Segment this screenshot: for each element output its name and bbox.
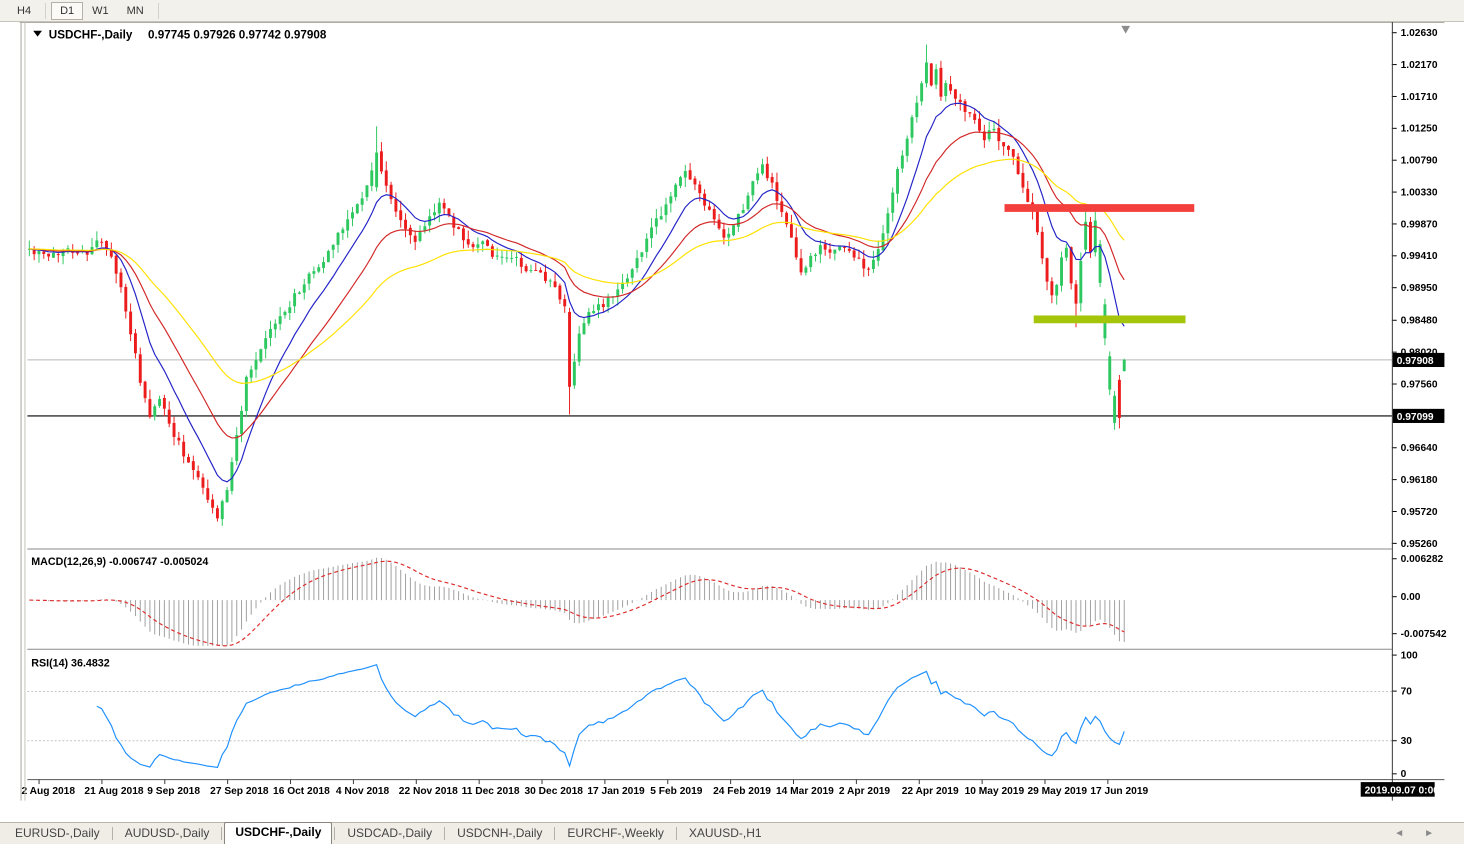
tab-separator xyxy=(221,827,223,840)
price-tick-label: 0.97560 xyxy=(1401,379,1438,390)
svg-text:2019.09.07 0:00: 2019.09.07 0:00 xyxy=(1365,785,1440,796)
price-tick-label: 0.98480 xyxy=(1401,316,1438,327)
rsi-line xyxy=(96,664,1125,769)
tabs-scroll-left-icon[interactable]: ◄ xyxy=(1394,828,1405,839)
date-tick-label: 17 Jun 2019 xyxy=(1090,786,1148,797)
rsi-axis-label: 70 xyxy=(1401,687,1413,698)
date-tick-label: 16 Oct 2018 xyxy=(273,786,330,797)
tab-audusd-daily[interactable]: AUDUSD-,Daily xyxy=(124,826,210,840)
timeframe-button-h4[interactable]: H4 xyxy=(8,2,40,20)
chart-title-ohlc: 0.97745 0.97926 0.97742 0.97908 xyxy=(148,29,327,42)
symbol-dropdown-icon[interactable] xyxy=(33,30,42,37)
date-tick-label: 9 Sep 2018 xyxy=(147,786,200,797)
price-tick-label: 0.98950 xyxy=(1401,283,1438,294)
rsi-label: RSI(14) 36.4832 xyxy=(31,657,109,669)
moving-average-lines xyxy=(29,102,1125,483)
horizontal-levels xyxy=(27,359,1392,417)
price-tick-label: 1.01250 xyxy=(1401,124,1438,135)
price-tick-label: 0.95260 xyxy=(1401,539,1438,550)
tab-separator xyxy=(111,827,113,840)
timeframe-toolbar: H4 D1 W1 MN xyxy=(0,0,1464,22)
tab-xauusd-h1[interactable]: XAUUSD-,H1 xyxy=(688,826,762,840)
macd-indicator xyxy=(29,557,1125,647)
price-tick-label: 1.02170 xyxy=(1401,60,1438,71)
svg-text:0.97908: 0.97908 xyxy=(1397,356,1434,367)
rsi-axis-label: 0 xyxy=(1401,769,1407,780)
tab-separator xyxy=(675,827,677,840)
tab-separator xyxy=(554,827,556,840)
date-tick-label: 27 Sep 2018 xyxy=(210,786,269,797)
price-tick-label: 1.01710 xyxy=(1401,92,1438,103)
price-tick-label: 1.00330 xyxy=(1401,187,1438,198)
date-tick-label: 11 Dec 2018 xyxy=(462,786,520,797)
chart-shift-marker-icon[interactable] xyxy=(1121,25,1131,34)
last-bar-date-badge: 2019.09.07 0:00 xyxy=(1360,782,1440,797)
macd-axis-label: -0.007542 xyxy=(1401,629,1447,640)
axes: 1.02630 1.02170 1.01710 1.01250 1.00790 1.003… xyxy=(22,28,1447,797)
macd-signal-line xyxy=(29,560,1125,647)
tab-usdcad-daily[interactable]: USDCAD-,Daily xyxy=(347,826,433,840)
support-resistance-bands[interactable] xyxy=(1004,204,1195,324)
chart-tabs-bar: EURUSD-,Daily AUDUSD-,Daily USDCHF-,Daily U… xyxy=(0,822,1464,844)
timeframe-button-w1[interactable]: W1 xyxy=(83,2,118,20)
date-tick-label: 14 Mar 2019 xyxy=(776,786,834,797)
price-tick-label: 0.96640 xyxy=(1401,443,1438,454)
tab-eurusd-daily[interactable]: EURUSD-,Daily xyxy=(15,826,100,840)
timeframe-button-mn[interactable]: MN xyxy=(118,2,153,20)
price-tick-label: 1.00790 xyxy=(1401,156,1438,167)
price-tick-label: 0.99410 xyxy=(1401,251,1438,262)
fast-ma-line xyxy=(29,102,1125,483)
date-tick-label: 2 Apr 2019 xyxy=(839,786,891,797)
date-tick-label: 17 Jan 2019 xyxy=(587,786,645,797)
date-tick-label: 5 Feb 2019 xyxy=(650,786,703,797)
price-tick-label: 0.96180 xyxy=(1401,475,1438,486)
macd-axis-label: 0.00 xyxy=(1401,592,1421,603)
date-tick-label: 2 Aug 2018 xyxy=(22,786,76,797)
date-tick-label: 30 Dec 2018 xyxy=(525,786,584,797)
toolbar-separator xyxy=(157,2,159,19)
tab-usdcnh-daily[interactable]: USDCNH-,Daily xyxy=(457,826,543,840)
current-price-badge: 0.97908 xyxy=(1392,352,1445,367)
macd-axis-label: 0.006282 xyxy=(1401,554,1444,565)
date-tick-label: 21 Aug 2018 xyxy=(84,786,143,797)
macd-label: MACD(12,26,9) -0.006747 -0.005024 xyxy=(31,556,208,568)
timeframe-button-d1[interactable]: D1 xyxy=(51,1,84,20)
tab-eurchf-weekly[interactable]: EURCHF-,Weekly xyxy=(567,826,664,840)
price-tick-label: 0.99870 xyxy=(1401,219,1438,230)
price-tick-label: 1.02630 xyxy=(1401,28,1438,39)
chart-background xyxy=(19,22,1445,801)
tab-usdchf-daily[interactable]: USDCHF-,Daily xyxy=(224,822,333,844)
tab-separator xyxy=(444,827,446,840)
level-price-badge: 0.97099 xyxy=(1392,408,1445,423)
date-tick-label: 29 May 2019 xyxy=(1027,786,1087,797)
resistance-band[interactable] xyxy=(1004,204,1195,212)
rsi-axis-label: 100 xyxy=(1401,650,1418,661)
date-tick-label: 22 Apr 2019 xyxy=(902,786,959,797)
tabs-scroll-right-icon[interactable]: ► xyxy=(1424,828,1434,839)
date-tick-label: 10 May 2019 xyxy=(965,786,1025,797)
price-tick-label: 0.95720 xyxy=(1401,507,1438,518)
slow-ma-line xyxy=(29,158,1125,384)
date-tick-label: 22 Nov 2018 xyxy=(399,786,458,797)
chart-area[interactable]: 1.02630 1.02170 1.01710 1.01250 1.00790 1.003… xyxy=(0,22,1464,822)
svg-text:0.97099: 0.97099 xyxy=(1397,412,1434,423)
date-tick-label: 24 Feb 2019 xyxy=(713,786,771,797)
rsi-indicator xyxy=(27,664,1392,769)
date-tick-label: 4 Nov 2018 xyxy=(336,786,390,797)
tab-separator xyxy=(334,827,336,840)
chart-title-symbol: USDCHF-,Daily xyxy=(49,29,133,42)
toolbar-separator xyxy=(45,2,47,19)
mid-ma-line xyxy=(29,131,1125,439)
support-band[interactable] xyxy=(1033,315,1186,324)
rsi-axis-label: 30 xyxy=(1401,736,1413,747)
